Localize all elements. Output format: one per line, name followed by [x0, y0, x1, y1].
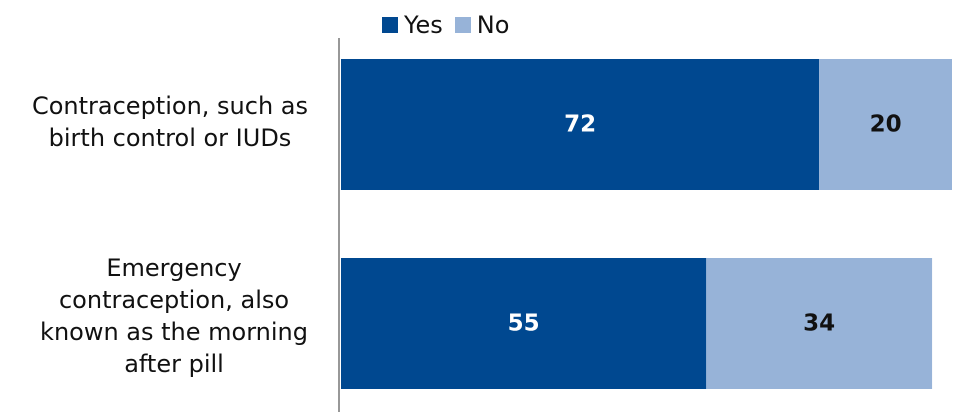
data-label-yes-0: 72 — [564, 112, 596, 138]
bar-yes-1 — [341, 258, 707, 389]
legend-label-yes: Yes — [404, 11, 443, 39]
legend-item-yes: Yes — [382, 11, 443, 39]
data-label-no-1: 34 — [803, 311, 835, 337]
bar-no-0 — [819, 59, 952, 190]
legend-label-no: No — [476, 11, 510, 39]
data-label-yes-1: 55 — [508, 311, 540, 337]
bar-no-1 — [706, 258, 933, 389]
legend-swatch-yes — [382, 17, 398, 33]
legend-swatch-no — [454, 17, 471, 33]
legend: Yes No — [382, 11, 521, 39]
bar-yes-0 — [341, 59, 820, 190]
category-label-emergency-contraception: Emergency contraception, also known as t… — [40, 254, 308, 378]
category-label-contraception: Contraception, such as birth control or … — [31, 92, 308, 152]
legend-item-no: No — [454, 11, 510, 39]
data-label-no-0: 20 — [870, 112, 902, 138]
